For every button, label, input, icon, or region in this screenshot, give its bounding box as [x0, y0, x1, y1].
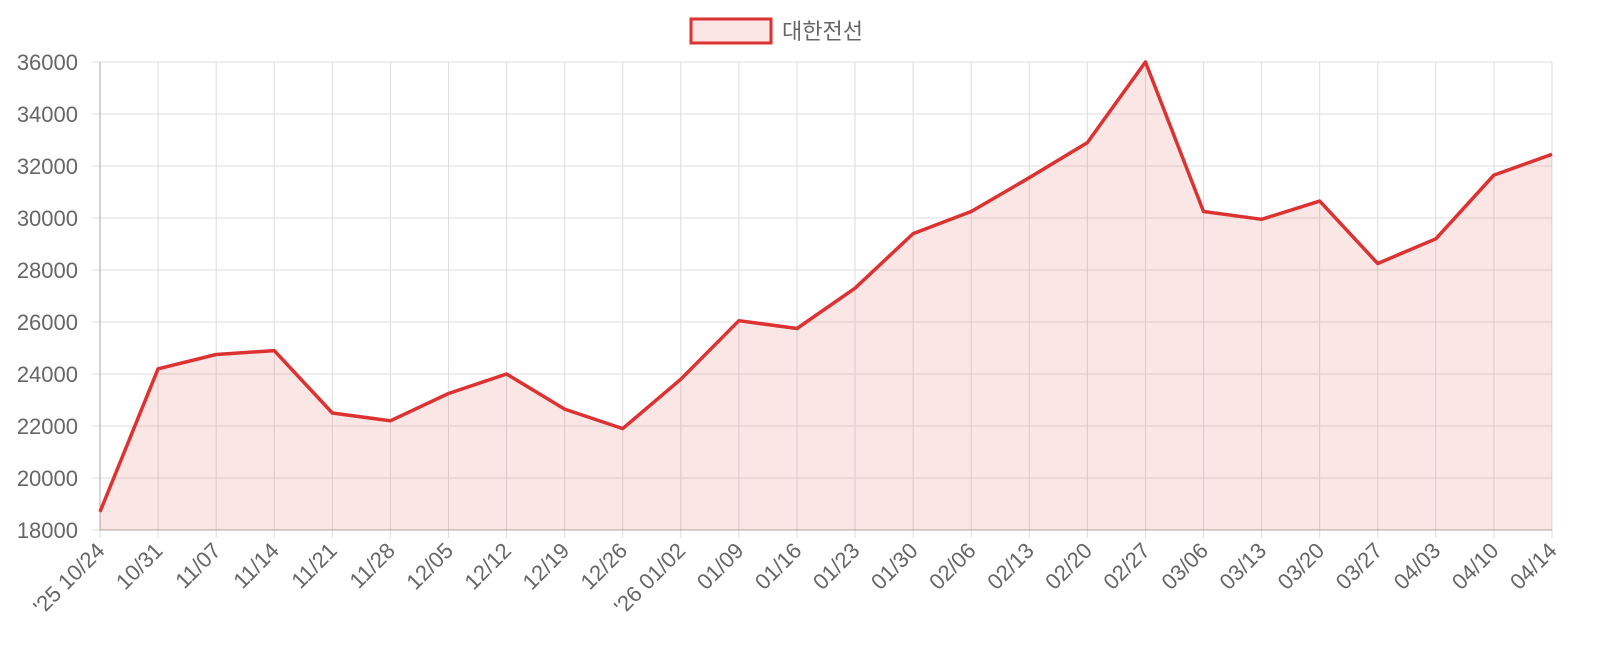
x-tick-label: 04/14 [1505, 538, 1562, 595]
legend-label: 대한전선 [782, 19, 863, 44]
y-tick-label: 24000 [17, 362, 78, 387]
y-tick-label: 30000 [17, 206, 78, 231]
x-tick-label: 01/09 [692, 538, 749, 595]
legend-item: 대한전선 [689, 17, 863, 45]
y-tick-label: 20000 [17, 466, 78, 491]
x-tick-label: 03/13 [1215, 538, 1272, 595]
x-tick-label: 02/27 [1098, 538, 1155, 595]
legend-swatch [689, 17, 773, 45]
x-tick-label: 11/07 [170, 538, 225, 593]
x-tick-label: 11/14 [228, 538, 283, 593]
x-tick-label: 01/30 [866, 538, 923, 595]
x-tick-label: 02/06 [924, 538, 981, 595]
x-tick-label: '25 10/24 [28, 538, 109, 619]
x-tick-label: 11/21 [286, 538, 341, 593]
x-tick-label: 01/23 [808, 538, 865, 595]
x-tick-label: 02/20 [1040, 538, 1097, 595]
line [98, 60, 1553, 513]
x-tick-label: 02/13 [982, 538, 1039, 595]
y-tick-label: 34000 [17, 102, 78, 127]
x-tick-label: 12/19 [518, 538, 575, 595]
y-tick-label: 36000 [17, 50, 78, 75]
x-tick-label: 03/20 [1273, 538, 1330, 595]
y-tick-label: 26000 [17, 310, 78, 335]
x-tick-label: 04/03 [1389, 538, 1446, 595]
area [100, 62, 1552, 530]
x-tick-label: 04/10 [1447, 538, 1504, 595]
y-tick-label: 28000 [17, 258, 78, 283]
y-tick-label: 18000 [17, 518, 78, 543]
x-tick-label: 12/12 [459, 538, 516, 595]
x-tick-label: 12/05 [401, 538, 458, 595]
x-tick-label: 03/06 [1156, 538, 1213, 595]
x-tick-label: 03/27 [1331, 538, 1388, 595]
y-tick-label: 32000 [17, 154, 78, 179]
x-tick-label: 01/16 [750, 538, 807, 595]
x-tick-label: 11/28 [344, 538, 399, 593]
y-tick-label: 22000 [17, 414, 78, 439]
x-tick-label: 10/31 [111, 538, 168, 595]
